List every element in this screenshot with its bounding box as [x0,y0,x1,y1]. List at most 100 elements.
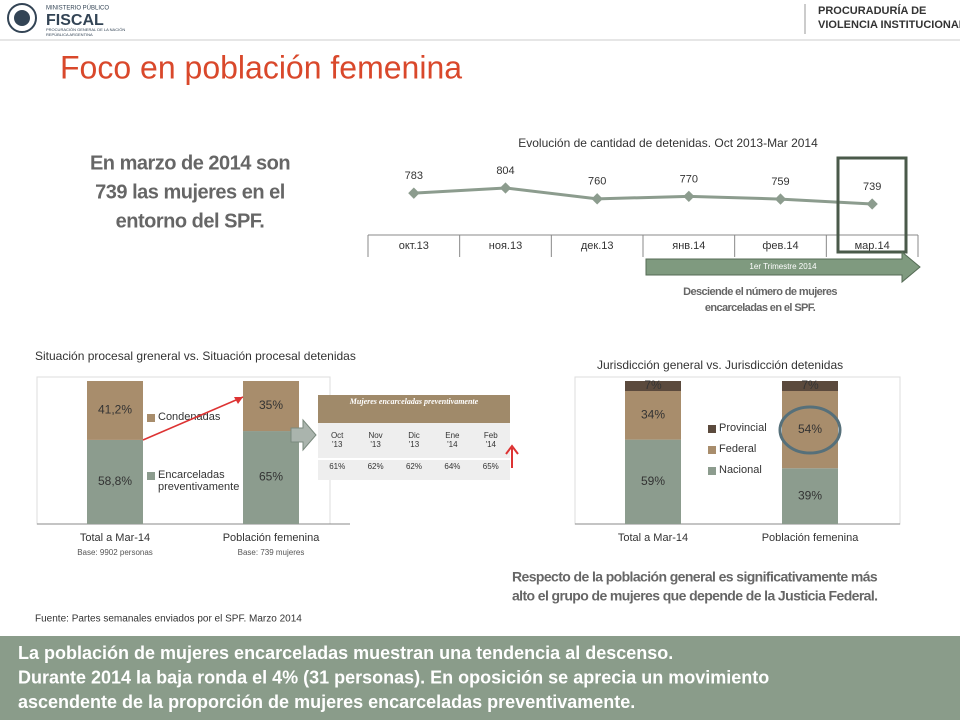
legend-label: Provincial [719,422,767,434]
bar-segment [782,381,838,392]
point [591,193,603,205]
unit: PROCURADURÍA DE [818,4,926,17]
legend-swatch [708,446,716,454]
annotation: Desciende el número de mujeres [683,286,837,298]
table-title: Mujeres encarceladas preventivamente [349,398,479,406]
highlight-box [836,156,908,254]
table-cell: 65% [482,463,499,471]
chart-title: Jurisdicción general vs. Jurisdicción de… [597,358,843,372]
table-cell-box: 61% [329,463,346,471]
x-tick-label: Población femenina [223,532,321,544]
table-header [318,395,510,423]
highlight: entorno del SPF. [116,210,265,232]
value-label: 54% [798,422,822,436]
org-sub: PROCURACIÓN GENERAL DE LA NACIÓN [46,27,125,32]
value-label: 34% [641,407,665,421]
bar-segment [243,381,299,432]
value-label: 770 [680,173,698,185]
legend-label-box: Nacional [719,464,762,476]
unit: VIOLENCIA INSTITUCIONAL [818,19,960,31]
x-tick-label: дек.13 [581,240,614,252]
bar-segment [782,468,838,524]
point [683,190,695,203]
table-cell: 62% [367,463,384,471]
band-label: 1er Trimestre 2014 [749,262,817,271]
x-tick-label: янв.14 [672,240,705,252]
up-arrowhead [505,444,519,455]
point [774,193,787,205]
logo-core [14,10,30,26]
table-column-box: Nov '13 [368,432,382,449]
highlight: 739 las mujeres en el [95,181,285,203]
annotation: encarceladas en el SPF. [705,302,816,314]
footer-line: ascendente de la proporción de mujeres e… [18,692,635,712]
base-note: Base: 739 mujeres [238,548,305,557]
value-label: 39% [798,488,822,502]
bar-segment [243,431,299,524]
table-column-box: Oct '13 [331,432,343,449]
table-column-box: Dic '13 [408,432,420,449]
legend-label: Federal [719,443,757,455]
bar-segment [625,439,681,524]
value-label: 7% [801,378,819,392]
base-note: Base: 9902 personas [77,548,153,557]
trend-arrowhead [234,397,243,404]
x-tick-label: Total a Mar-14 [618,532,688,544]
footer-band [0,636,960,720]
table-cell-box: 64% [444,463,461,471]
point [499,182,512,194]
org-sub: REPÚBLICA ARGENTINA [46,32,93,37]
legend-label-box: Condenadas [158,411,220,423]
table-cell: 61% [329,463,346,471]
x-tick-label: Total a Mar-14 [80,532,150,544]
table-cell-box: 62% [367,463,384,471]
table-cell: 62% [405,463,422,471]
highlight: En marzo de 2014 son [90,152,290,174]
line [413,186,873,206]
table-column: Feb '14 [483,432,498,449]
value-label: 759 [771,176,789,188]
x-tick-label: ноя.13 [489,240,522,252]
bar-segment [87,439,143,524]
chart-title: Evolución de cantidad de detenidas. Oct … [518,136,818,150]
footer-line: Durante 2014 la baja ronda el 4% (31 per… [18,667,769,687]
table-cell-box: 65% [482,463,499,471]
legend-label-box: Provincial [719,422,767,434]
gray-arrow [290,418,317,452]
legend-label-box: Encarceladas preventivamente [158,469,239,493]
point [866,198,878,210]
value-label: 41,2% [98,403,132,417]
value-label: 7% [644,378,662,392]
legend-label: Nacional [719,464,762,476]
bar-segment [87,381,143,440]
table-column-box: Feb '14 [483,432,498,449]
table-column: Ene '14 [445,432,460,449]
trend-arrow [142,396,244,441]
table-title-box: Mujeres encarceladas preventivamente [349,398,479,406]
legend-label-box: Federal [719,443,757,455]
bar-segment [625,391,681,440]
table-cell: 64% [444,463,461,471]
legend-swatch [147,472,155,480]
x-tick-label: мар.14 [855,240,890,252]
org: FISCAL [46,12,104,29]
source: Fuente: Partes semanales enviados por el… [35,614,302,625]
chart-title: Situación procesal greneral vs. Situació… [35,349,356,363]
value-label: 58,8% [98,474,132,488]
x-tick-label: фев.14 [762,240,798,252]
point [408,187,420,199]
value-label: 760 [588,176,606,188]
value-label: 739 [863,181,881,193]
x-tick-label: окт.13 [399,240,429,252]
value-label: 783 [405,170,423,182]
value-label: 804 [496,165,514,177]
legend-swatch [708,425,716,433]
table-column: Dic '13 [408,432,420,449]
x-tick-label: Población femenina [762,532,860,544]
org-small: MINISTERIO PÚBLICO [46,5,109,12]
value-label: 35% [259,398,283,412]
bar-segment [782,391,838,469]
annotation: Respecto de la población general es sign… [512,569,878,585]
